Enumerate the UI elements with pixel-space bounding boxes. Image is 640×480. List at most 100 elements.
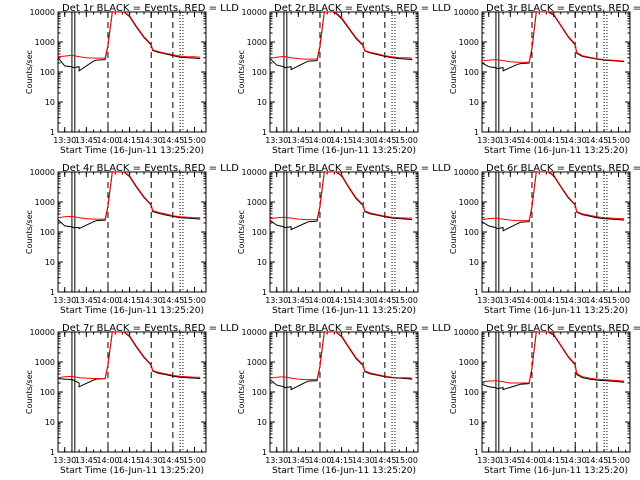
series-events-line <box>270 12 413 71</box>
y-tick-label: 1 <box>50 288 55 297</box>
y-tick-label: 10000 <box>30 168 55 177</box>
series-lld-line <box>270 332 413 381</box>
x-tick-label: 14:15 <box>330 136 353 145</box>
series-events-line <box>482 332 625 391</box>
x-tick-label: 14:30 <box>564 296 587 305</box>
panel-title: Det 9r BLACK = Events, RED = LLD <box>486 323 640 334</box>
panel-title: Det 6r BLACK = Events, RED = LLD <box>486 163 640 174</box>
y-tick-label: 1 <box>262 448 267 457</box>
panel-title: Det 3r BLACK = Events, RED = LLD <box>486 3 640 14</box>
panel-title: Det 7r BLACK = Events, RED = LLD <box>62 323 239 334</box>
y-tick-label: 1 <box>474 128 479 137</box>
x-tick-label: 14:00 <box>96 136 119 145</box>
x-tick-label: 15:00 <box>395 296 418 305</box>
x-tick-label: 14:45 <box>585 456 608 465</box>
panel-title: Det 1r BLACK = Events, RED = LLD <box>62 3 239 14</box>
panel-det-3: Det 3r BLACK = Events, RED = LLD 1 10 100 10… <box>449 3 640 156</box>
panel-title: Det 4r BLACK = Events, RED = LLD <box>62 163 239 174</box>
y-tick-label: 1000 <box>459 38 479 47</box>
y-tick-label: 100 <box>40 228 55 237</box>
x-tick-label: 15:00 <box>607 136 630 145</box>
x-tick-label: 14:30 <box>352 136 375 145</box>
y-tick-label: 100 <box>40 68 55 77</box>
series-events-line <box>482 12 625 72</box>
y-tick-label: 10000 <box>242 328 267 337</box>
x-tick-label: 14:15 <box>118 296 141 305</box>
x-tick-label: 13:45 <box>499 296 522 305</box>
y-tick-label: 10 <box>257 418 267 427</box>
y-tick-label: 100 <box>464 388 479 397</box>
x-axis-title: Start Time (16-Jun-11 13:25:20) <box>272 306 416 316</box>
x-axis-title: Start Time (16-Jun-11 13:25:20) <box>272 146 416 156</box>
y-tick-label: 10 <box>45 98 55 107</box>
y-tick-label: 10000 <box>30 328 55 337</box>
x-tick-label: 14:15 <box>542 296 565 305</box>
x-axis-title: Start Time (16-Jun-11 13:25:20) <box>484 146 628 156</box>
x-tick-label: 14:15 <box>330 296 353 305</box>
x-tick-label: 13:30 <box>53 456 76 465</box>
x-tick-label: 14:00 <box>308 456 331 465</box>
panel-title: Det 2r BLACK = Events, RED = LLD <box>274 3 451 14</box>
y-tick-label: 1000 <box>35 38 55 47</box>
y-tick-label: 1 <box>262 128 267 137</box>
x-tick-label: 15:00 <box>395 456 418 465</box>
series-lld-line <box>270 172 413 221</box>
x-tick-label: 15:00 <box>183 456 206 465</box>
y-tick-label: 10 <box>469 98 479 107</box>
x-axis-title: Start Time (16-Jun-11 13:25:20) <box>60 466 204 476</box>
x-tick-label: 13:30 <box>477 136 500 145</box>
y-tick-label: 10000 <box>30 8 55 17</box>
plot-frame <box>57 331 207 453</box>
x-tick-label: 13:45 <box>287 456 310 465</box>
x-tick-label: 13:45 <box>75 296 98 305</box>
y-tick-label: 10 <box>45 258 55 267</box>
panel-det-9: Det 9r BLACK = Events, RED = LLD 1 10 100 10… <box>449 323 640 476</box>
y-tick-label: 1 <box>50 448 55 457</box>
y-tick-label: 1 <box>50 128 55 137</box>
panel-det-2: Det 2r BLACK = Events, RED = LLD 1 10 100 10… <box>237 3 451 156</box>
x-axis-title: Start Time (16-Jun-11 13:25:20) <box>272 466 416 476</box>
x-tick-label: 14:30 <box>564 456 587 465</box>
x-tick-label: 15:00 <box>607 296 630 305</box>
x-tick-label: 14:45 <box>161 136 184 145</box>
x-tick-label: 14:00 <box>520 456 543 465</box>
y-tick-label: 10000 <box>454 328 479 337</box>
x-tick-label: 14:30 <box>564 136 587 145</box>
x-tick-label: 13:30 <box>477 456 500 465</box>
y-tick-label: 10 <box>257 258 267 267</box>
y-tick-label: 100 <box>252 388 267 397</box>
x-tick-label: 14:15 <box>542 136 565 145</box>
panel-det-1: Det 1r BLACK = Events, RED = LLD 1 10 100 10… <box>25 3 239 156</box>
y-tick-label: 100 <box>252 68 267 77</box>
panel-det-7: Det 7r BLACK = Events, RED = LLD 1 10 100 10… <box>25 323 239 476</box>
x-tick-label: 14:15 <box>542 456 565 465</box>
y-tick-label: 1000 <box>247 38 267 47</box>
series-events-line <box>58 12 201 72</box>
x-tick-label: 14:30 <box>140 456 163 465</box>
x-tick-label: 14:30 <box>140 136 163 145</box>
y-tick-label: 1000 <box>459 198 479 207</box>
y-tick-label: 10000 <box>242 8 267 17</box>
x-axis-title: Start Time (16-Jun-11 13:25:20) <box>484 466 628 476</box>
series-lld-line <box>482 12 625 63</box>
x-axis-title: Start Time (16-Jun-11 13:25:20) <box>60 146 204 156</box>
y-tick-label: 1 <box>474 448 479 457</box>
x-tick-label: 14:30 <box>352 456 375 465</box>
series-events-line <box>58 332 201 388</box>
panel-det-5: Det 5r BLACK = Events, RED = LLD 1 10 100 10… <box>237 163 451 316</box>
plot-frame <box>481 331 631 453</box>
x-tick-label: 15:00 <box>607 456 630 465</box>
y-axis-title: Counts/sec <box>237 370 246 414</box>
x-tick-label: 15:00 <box>183 296 206 305</box>
y-tick-label: 100 <box>40 388 55 397</box>
y-tick-label: 10000 <box>454 168 479 177</box>
y-tick-label: 10 <box>45 418 55 427</box>
x-tick-label: 14:00 <box>96 456 119 465</box>
plot-frame <box>57 11 207 133</box>
y-tick-label: 1000 <box>247 198 267 207</box>
plot-frame <box>481 171 631 293</box>
y-tick-label: 10 <box>257 98 267 107</box>
plot-frame <box>269 331 419 453</box>
x-tick-label: 14:30 <box>352 296 375 305</box>
